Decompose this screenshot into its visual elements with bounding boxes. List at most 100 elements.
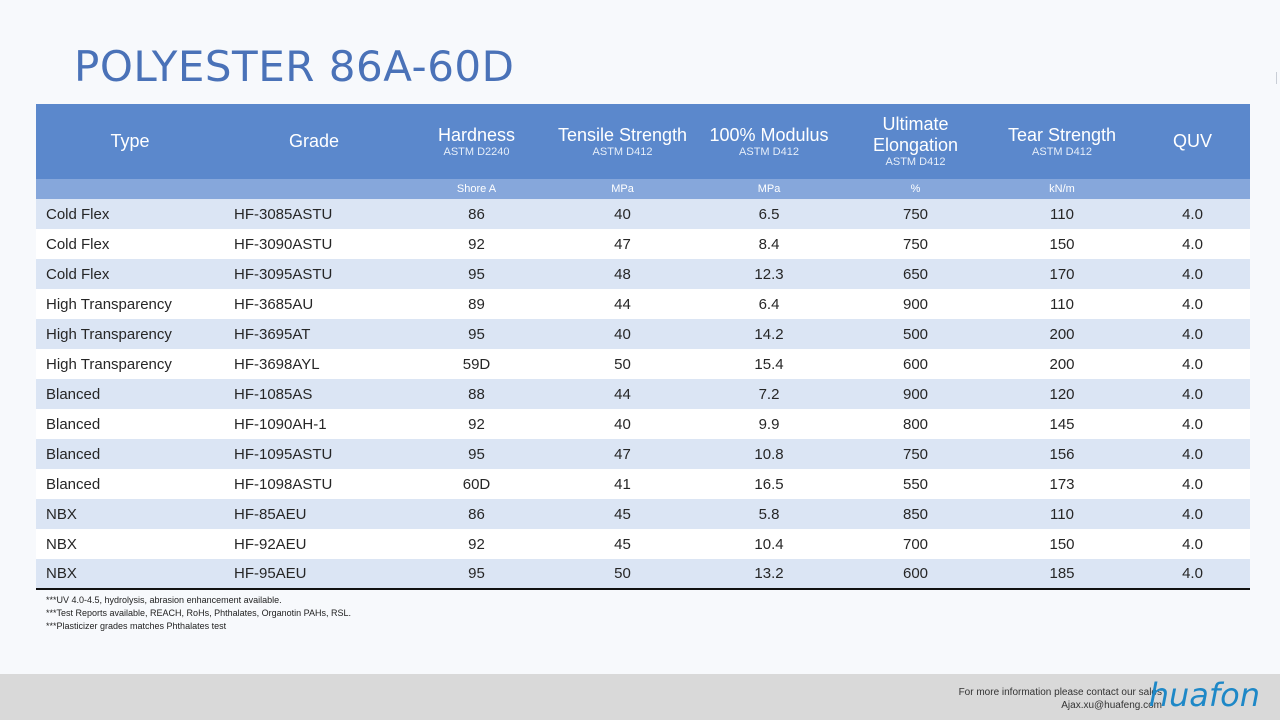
table-cell: 750 [842, 199, 989, 229]
table-cell: 4.0 [1135, 379, 1250, 409]
table-cell: 750 [842, 229, 989, 259]
column-header-label: Ultimate Elongation [872, 114, 959, 155]
table-cell: 800 [842, 409, 989, 439]
table-cell: Blanced [36, 409, 224, 439]
table-cell: 170 [989, 259, 1135, 289]
table-cell: 200 [989, 349, 1135, 379]
table-cell: 14.2 [696, 319, 842, 349]
table-cell: HF-1098ASTU [224, 469, 404, 499]
unit-cell [224, 179, 404, 199]
table-cell: HF-3698AYL [224, 349, 404, 379]
table-cell: 95 [404, 439, 549, 469]
column-header: 100% Modulus ASTM D412 [696, 104, 842, 179]
table-cell: HF-1085AS [224, 379, 404, 409]
table-cell: HF-3085ASTU [224, 199, 404, 229]
table-cell: High Transparency [36, 289, 224, 319]
table-cell: HF-1095ASTU [224, 439, 404, 469]
table-cell: 95 [404, 259, 549, 289]
contact-email: Ajax.xu@huafeng.com [1061, 700, 1162, 711]
table-cell: 600 [842, 559, 989, 590]
table-cell: HF-85AEU [224, 499, 404, 529]
table-cell: 4.0 [1135, 199, 1250, 229]
table-cell: 110 [989, 499, 1135, 529]
table-cell: 41 [549, 469, 696, 499]
table-cell: 92 [404, 529, 549, 559]
table-cell: 4.0 [1135, 439, 1250, 469]
table-row: Blanced HF-1095ASTU 95 47 10.8 750 156 4.0 [36, 439, 1250, 469]
table-cell: 120 [989, 379, 1135, 409]
table-cell: HF-92AEU [224, 529, 404, 559]
column-header-label: Grade [288, 131, 340, 151]
table-cell: 40 [549, 409, 696, 439]
table-cell: 4.0 [1135, 319, 1250, 349]
column-header: Type [36, 104, 224, 179]
table-cell: HF-95AEU [224, 559, 404, 590]
contact-line: For more information please contact our … [958, 687, 1162, 698]
table-cell: NBX [36, 529, 224, 559]
table-cell: 6.4 [696, 289, 842, 319]
column-header-label: 100% Modulus [709, 124, 829, 145]
footnote: ***UV 4.0-4.5, hydrolysis, abrasion enha… [46, 595, 282, 605]
table-cell: 45 [549, 499, 696, 529]
table-cell: 12.3 [696, 259, 842, 289]
table-cell: 4.0 [1135, 259, 1250, 289]
table-row: Blanced HF-1098ASTU 60D 41 16.5 550 173 4.0 [36, 469, 1250, 499]
table-row: Blanced HF-1090AH-1 92 40 9.9 800 145 4.0 [36, 409, 1250, 439]
table-cell: 900 [842, 379, 989, 409]
page-title: POLYESTER 86A-60D [74, 42, 515, 91]
table-row: High Transparency HF-3698AYL 59D 50 15.4 600 2… [36, 349, 1250, 379]
table-cell: 47 [549, 229, 696, 259]
column-header-standard: ASTM D412 [592, 145, 653, 158]
table-row: NBX HF-85AEU 86 45 5.8 850 110 4.0 [36, 499, 1250, 529]
table-units-row: Shore A MPa MPa% kN/m [36, 179, 1250, 199]
table-header-row: Type Grade Hardness ASTM D2240 Tensile Stren… [36, 104, 1250, 179]
unit-cell: Shore A [404, 179, 549, 199]
table-cell: 45 [549, 529, 696, 559]
table-cell: 9.9 [696, 409, 842, 439]
table-cell: High Transparency [36, 319, 224, 349]
table-cell: 4.0 [1135, 349, 1250, 379]
table-row: Cold Flex HF-3085ASTU 86 40 6.5 750 110 4.0 [36, 199, 1250, 229]
unit-cell: % [842, 179, 989, 199]
table-cell: 40 [549, 199, 696, 229]
column-header-label: Tear Strength [1007, 124, 1117, 145]
table-cell: 92 [404, 229, 549, 259]
table-row: Blanced HF-1085AS 88 44 7.2 900 120 4.0 [36, 379, 1250, 409]
table-cell: 10.8 [696, 439, 842, 469]
unit-cell: MPa [549, 179, 696, 199]
table-cell: 900 [842, 289, 989, 319]
table-cell: 50 [549, 559, 696, 590]
column-header-standard: ASTM D412 [739, 145, 799, 158]
table-cell: HF-3685AU [224, 289, 404, 319]
table-cell: 10.4 [696, 529, 842, 559]
table-cell: 150 [989, 529, 1135, 559]
column-header-label: Type [110, 131, 150, 151]
table-cell: 95 [404, 559, 549, 590]
table-cell: Cold Flex [36, 199, 224, 229]
table-cell: 156 [989, 439, 1135, 469]
table-cell: 4.0 [1135, 499, 1250, 529]
footnote: ***Plasticizer grades matches Phthalates… [46, 621, 227, 631]
unit-cell [36, 179, 224, 199]
column-header: Grade [224, 104, 404, 179]
table-cell: 86 [404, 199, 549, 229]
table-cell: 4.0 [1135, 529, 1250, 559]
column-header: Hardness ASTM D2240 [404, 104, 549, 179]
table-cell: 7.2 [696, 379, 842, 409]
table-cell: 4.0 [1135, 289, 1250, 319]
column-header-standard: ASTM D412 [1032, 145, 1092, 158]
unit-cell: MPa [696, 179, 842, 199]
table-cell: Blanced [36, 379, 224, 409]
table-cell: 850 [842, 499, 989, 529]
unit-cell: kN/m [989, 179, 1135, 199]
table-cell: 500 [842, 319, 989, 349]
table-cell: 95 [404, 319, 549, 349]
table-body: Cold Flex HF-3085ASTU 86 40 6.5 750 110 4.0 Cold… [36, 199, 1250, 590]
table-cell: HF-1090AH-1 [224, 409, 404, 439]
table-cell: Blanced [36, 439, 224, 469]
table-cell: 4.0 [1135, 469, 1250, 499]
spec-table: Type Grade Hardness ASTM D2240 Tensile Stren… [36, 104, 1250, 590]
table-cell: 50 [549, 349, 696, 379]
table-cell: 4.0 [1135, 409, 1250, 439]
table-cell: 550 [842, 469, 989, 499]
